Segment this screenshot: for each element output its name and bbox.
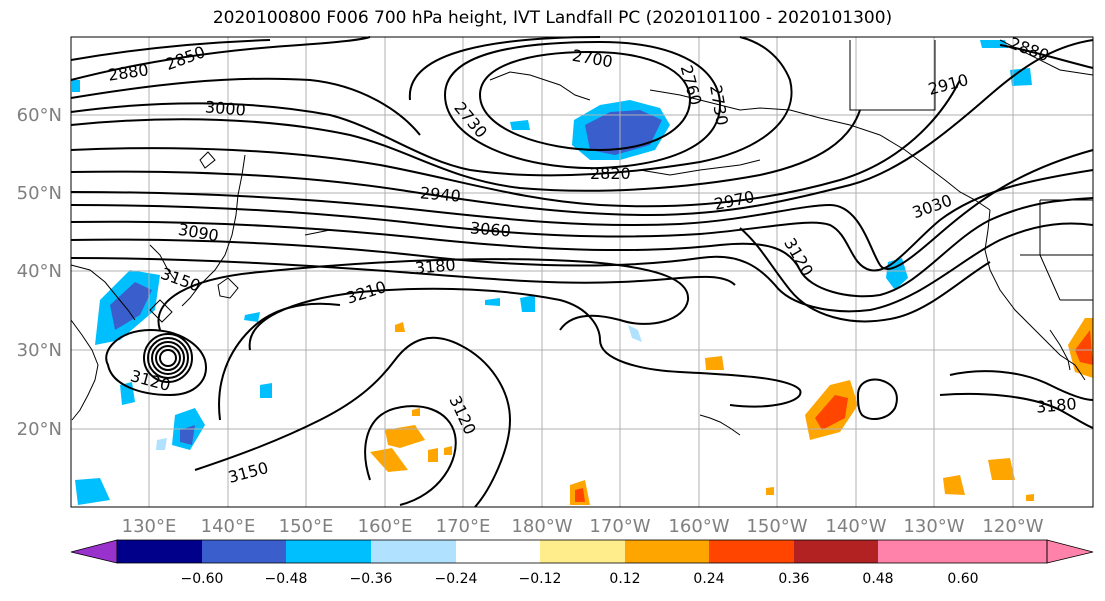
colorbar-tick: 0.36 bbox=[778, 571, 809, 587]
lon-label: 140°E bbox=[201, 516, 256, 537]
contour-label: 3000 bbox=[204, 97, 246, 119]
colorbar-bin bbox=[878, 540, 963, 563]
colorbar-tick: −0.36 bbox=[350, 571, 393, 587]
latitude-labels: 60°N 50°N 40°N 30°N 20°N bbox=[17, 105, 62, 440]
contour-label: 2940 bbox=[419, 183, 461, 205]
lon-label: 160°E bbox=[358, 516, 413, 537]
lon-label: 140°W bbox=[825, 516, 886, 537]
height-contours bbox=[70, 36, 1094, 508]
contour-label: 3180 bbox=[1035, 394, 1077, 416]
longitude-labels: 130°E 140°E 150°E 160°E 170°E 180°W 170°… bbox=[122, 516, 1044, 537]
lon-label: 150°W bbox=[746, 516, 807, 537]
colorbar-tick: 0.24 bbox=[693, 571, 724, 587]
colorbar-bin bbox=[456, 540, 540, 563]
coastlines bbox=[70, 39, 1094, 436]
colorbar-bin bbox=[286, 540, 371, 563]
lat-label: 40°N bbox=[17, 261, 62, 282]
colorbar-tick: 0.48 bbox=[862, 571, 893, 587]
colorbar-tick: −0.24 bbox=[435, 571, 478, 587]
colorbar-tick: −0.12 bbox=[519, 571, 562, 587]
colorbar-tick: −0.60 bbox=[181, 571, 224, 587]
lon-label: 160°W bbox=[668, 516, 729, 537]
map-title: 2020100800 F006 700 hPa height, IVT Land… bbox=[212, 8, 893, 28]
contour-label: 3180 bbox=[414, 255, 456, 277]
lon-label: 130°W bbox=[903, 516, 964, 537]
map-frame bbox=[70, 36, 1094, 508]
contour-label: 3060 bbox=[469, 218, 511, 240]
contour-label: 2820 bbox=[590, 164, 631, 183]
lat-label: 30°N bbox=[17, 340, 62, 361]
colorbar-extend-min bbox=[70, 539, 118, 564]
lon-label: 130°E bbox=[122, 516, 177, 537]
lon-label: 150°E bbox=[279, 516, 334, 537]
colorbar-tick: −0.48 bbox=[265, 571, 308, 587]
colorbar-bin bbox=[371, 540, 456, 563]
colorbar-tick: 0.60 bbox=[947, 571, 978, 587]
colorbar-ticks: −0.60 −0.48 −0.36 −0.24 −0.12 0.12 0.24 … bbox=[181, 571, 979, 587]
colorbar-bin bbox=[540, 540, 625, 563]
lon-label: 170°W bbox=[589, 516, 650, 537]
colorbar-extend-max bbox=[963, 540, 1093, 563]
colorbar-bin bbox=[794, 540, 878, 563]
lat-label: 60°N bbox=[17, 105, 62, 126]
colorbar-tick: 0.12 bbox=[609, 571, 640, 587]
lat-label: 20°N bbox=[17, 419, 62, 440]
colorbar-bin bbox=[117, 540, 202, 563]
lon-label: 180°W bbox=[511, 516, 572, 537]
colorbar: −0.60 −0.48 −0.36 −0.24 −0.12 0.12 0.24 … bbox=[70, 539, 1094, 587]
lon-label: 170°E bbox=[436, 516, 491, 537]
colorbar-bin bbox=[625, 540, 709, 563]
lat-label: 50°N bbox=[17, 183, 62, 204]
graticule bbox=[71, 37, 1093, 507]
colorbar-bin bbox=[202, 540, 286, 563]
colorbar-bin bbox=[709, 540, 794, 563]
lon-label: 120°W bbox=[982, 516, 1043, 537]
